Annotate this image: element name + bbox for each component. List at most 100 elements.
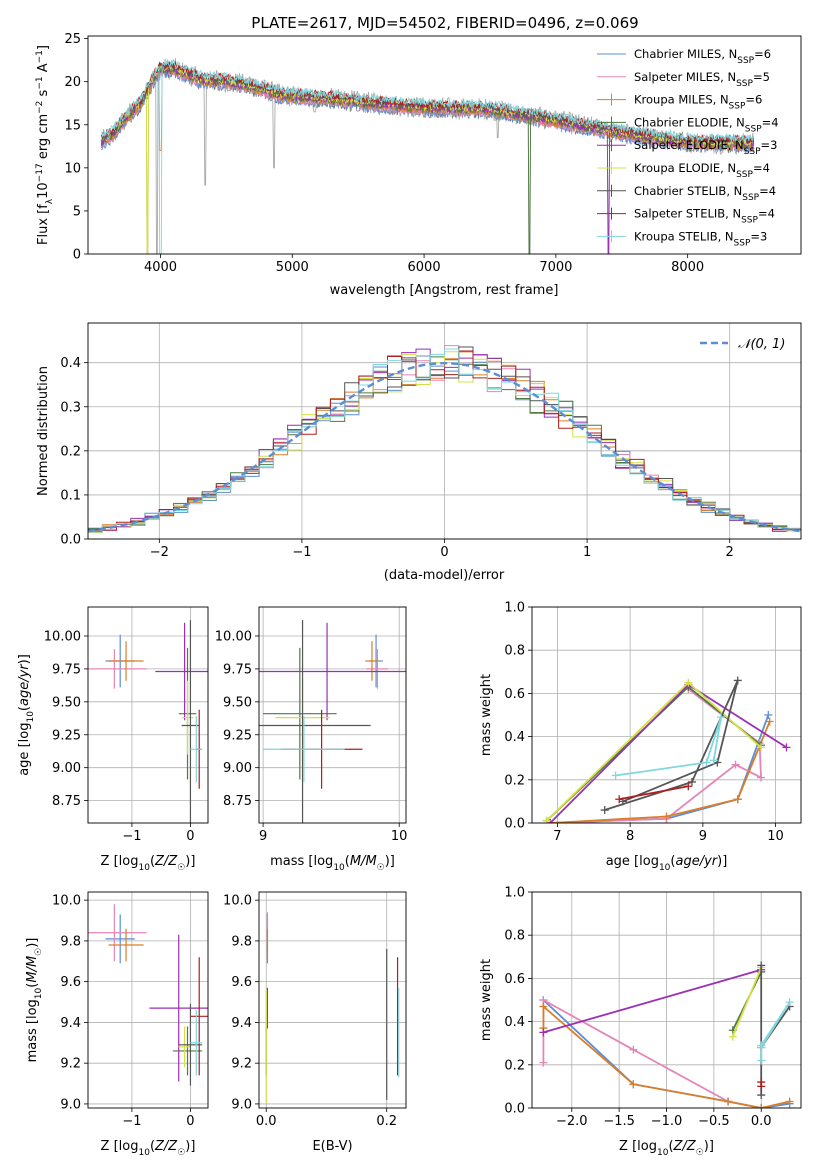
x-tick-label: 0.0 — [256, 1114, 277, 1129]
spectrum-model-line — [100, 58, 754, 254]
axes-frame — [531, 891, 802, 1109]
y-tick-label: 0.4 — [504, 730, 525, 745]
y-tick-label: 5 — [73, 204, 81, 219]
weight-marker — [709, 756, 718, 765]
legend-entry: Chabrier STELIB, NSSP=4 — [634, 184, 776, 203]
panel-age_vs_mass: 9 10 8.75 9.00 9.25 9.50 9.75 10.00 mass [log10(… — [215, 606, 407, 873]
y-tick-label: 1.0 — [504, 601, 525, 616]
x-tick-label: 2 — [726, 545, 734, 560]
plot-area-mass_vs_ebv — [265, 912, 400, 1104]
y-tick-label: 8.75 — [52, 794, 81, 809]
weight-marker — [687, 777, 696, 786]
y-tick-label: 9.50 — [52, 695, 81, 710]
axes-frame — [531, 606, 802, 824]
panel-mass_vs_Z: −1 0 9.0 9.2 9.4 9.6 9.8 10.0 Z [log10(Z/Z☉)] mas… — [25, 891, 209, 1158]
weight-marker — [600, 806, 609, 815]
weight-marker — [757, 1056, 766, 1065]
x-axis-label: Z [log10(Z/Z☉)] — [101, 854, 196, 873]
x-tick-label: 8000 — [671, 260, 704, 275]
legend-entry: Kroupa STELIB, NSSP=3 — [634, 229, 767, 248]
weight-marker — [733, 676, 742, 685]
weight-marker — [717, 713, 726, 722]
weight-marker — [702, 758, 711, 767]
axes-frame — [87, 322, 802, 540]
figure-title: PLATE=2617, MJD=54502, FIBERID=0496, z=0… — [251, 14, 638, 32]
legend-entry: Salpeter STELIB, NSSP=4 — [634, 207, 775, 226]
weight-marker — [757, 1091, 766, 1100]
y-tick-label: 0.6 — [504, 972, 525, 987]
y-tick-label: 0.2 — [60, 444, 81, 459]
weight-marker — [757, 1041, 766, 1050]
x-tick-label: 9 — [699, 829, 707, 844]
weight-marker — [757, 743, 766, 752]
y-tick-label: 9.2 — [60, 1057, 81, 1072]
y-tick-label: 9.50 — [223, 695, 252, 710]
x-tick-label: 0.0 — [751, 1114, 772, 1129]
plot-area-mass_vs_Z — [88, 904, 208, 1086]
weight-marker — [765, 717, 774, 726]
weight-marker — [785, 1097, 794, 1106]
y-tick-label: 0.3 — [60, 400, 81, 415]
weight-marker — [615, 795, 624, 804]
weight-line — [543, 968, 762, 1034]
histogram-step — [88, 348, 801, 533]
legend-entry: Salpeter MILES, NSSP=5 — [634, 70, 770, 89]
x-tick-label: 0 — [440, 545, 448, 560]
y-tick-label: 1.0 — [504, 886, 525, 901]
y-tick-label: 9.75 — [52, 662, 81, 677]
weight-marker — [629, 1045, 638, 1054]
x-tick-label: 6000 — [408, 260, 441, 275]
plot-area-weight_vs_age — [542, 676, 791, 823]
weight-marker — [764, 711, 773, 719]
weight-marker — [684, 678, 693, 687]
axes-frame — [87, 606, 209, 824]
y-tick-label: 10 — [64, 161, 81, 176]
y-tick-label: 9.0 — [231, 1097, 252, 1112]
x-tick-label: 7 — [553, 829, 561, 844]
weight-line — [760, 965, 791, 1095]
x-tick-label: 10 — [767, 829, 784, 844]
legend-entry: Chabrier ELODIE, NSSP=4 — [634, 115, 779, 134]
y-tick-label: 9.0 — [60, 1097, 81, 1112]
weight-line — [615, 716, 722, 777]
weight-marker — [611, 771, 620, 780]
y-tick-label: 9.75 — [223, 662, 252, 677]
axes-frame — [87, 891, 209, 1109]
y-tick-label: 0.8 — [504, 929, 525, 944]
y-axis-label: Flux [fλ10−17 erg cm−2 s−1 A−1] — [35, 45, 55, 245]
weight-marker — [782, 743, 791, 752]
x-tick-label: 7000 — [539, 260, 572, 275]
y-axis-label: mass weight — [479, 674, 494, 756]
weight-line — [619, 785, 689, 801]
legend-entry: Chabrier MILES, NSSP=6 — [634, 47, 771, 66]
weight-marker — [539, 1058, 548, 1067]
y-tick-label: 0.2 — [504, 1058, 525, 1073]
x-tick-label: −1 — [122, 1114, 141, 1129]
x-tick-label: −0.5 — [698, 1114, 730, 1129]
panel-spectrum: 4000 5000 6000 7000 8000 0 5 10 15 20 25 wavelength… — [35, 32, 802, 298]
plot-area-age_vs_mass — [259, 620, 406, 823]
plot-area-weight_vs_Z — [539, 961, 794, 1108]
y-tick-label: 0.1 — [60, 488, 81, 503]
plot-area-residuals — [88, 345, 801, 533]
weight-line — [731, 967, 763, 1038]
axes-frame — [258, 606, 407, 824]
weight-marker — [539, 1002, 548, 1011]
panel-mass_vs_ebv: 0.0 0.2 9.0 9.2 9.4 9.6 9.8 10.0 E(B-V) — [223, 891, 407, 1154]
x-tick-label: −2 — [150, 545, 169, 560]
y-tick-label: 10.0 — [52, 894, 81, 909]
y-tick-label: 9.2 — [231, 1057, 252, 1072]
weight-line — [550, 721, 771, 823]
y-tick-label: 9.6 — [231, 975, 252, 990]
weight-marker — [757, 773, 766, 782]
x-tick-label: 0 — [186, 829, 194, 844]
panel-weight_vs_age: 7 8 9 10 0.0 0.2 0.4 0.6 0.8 1.0 age [log10(age/yr… — [479, 601, 802, 873]
weight-marker — [728, 1032, 737, 1041]
weight-marker — [662, 812, 671, 821]
y-tick-label: 9.25 — [223, 728, 252, 743]
y-tick-label: 0.8 — [504, 644, 525, 659]
weight-marker — [731, 760, 740, 769]
y-tick-label: 0.6 — [504, 687, 525, 702]
weight-marker — [542, 816, 551, 823]
